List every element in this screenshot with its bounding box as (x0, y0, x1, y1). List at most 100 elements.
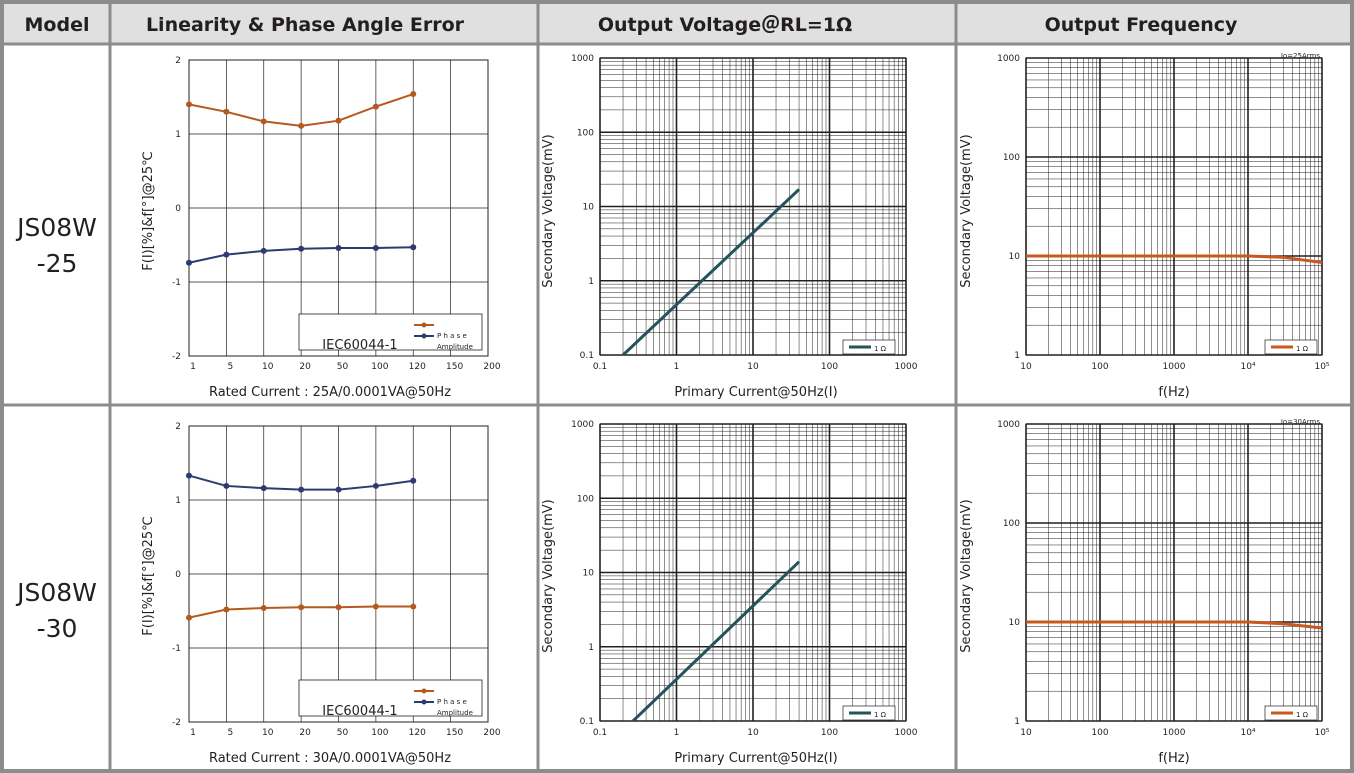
x-tick-label: 150 (446, 362, 463, 372)
data-point (186, 614, 192, 621)
y-tick-label: -1 (172, 278, 181, 288)
plot-frame (188, 425, 489, 723)
plot-frame (188, 59, 489, 357)
data-point (260, 247, 267, 254)
y-tick-label: 100 (577, 494, 594, 504)
data-point (223, 482, 230, 489)
y-tick-label: 0 (175, 204, 181, 214)
x-tick-label: 5 (228, 728, 234, 738)
y-tick-label: 1000 (997, 54, 1020, 64)
x-tick-label: 10 (747, 728, 759, 738)
x-tick-label: 1 (674, 728, 680, 738)
x-tick-label: 20 (299, 728, 311, 738)
voltage-y-label: Secondary Voltage(mV) (541, 499, 556, 652)
y-tick-label: 10 (583, 569, 595, 579)
y-tick-label: 0.1 (580, 351, 594, 361)
y-tick-label: 1 (1014, 351, 1020, 361)
frequency-y-label: Secondary Voltage(mV) (959, 134, 974, 287)
data-point (372, 103, 379, 110)
data-point (410, 91, 417, 98)
legend-box (298, 313, 483, 351)
header-linearity: Linearity & Phase Angle Error (146, 14, 465, 36)
model-suffix: -30 (37, 614, 78, 643)
plot-frame (599, 423, 907, 722)
data-point (186, 101, 192, 108)
x-tick-label: 50 (337, 362, 349, 372)
y-tick-label: 2 (175, 56, 181, 66)
voltage-chart-row2: 0.1 1 10 100 1000 1000 100 10 1 0.1 (571, 420, 918, 738)
x-tick-label: 10⁵ (1314, 362, 1329, 372)
y-tick-label: 100 (1003, 153, 1020, 163)
standard-label: IEC60044-1 (322, 338, 397, 353)
data-point (372, 603, 379, 610)
voltage-x-label: Primary Current@50Hz(I) (674, 751, 837, 766)
x-tick-label: 1000 (895, 362, 918, 372)
series-line (622, 188, 801, 357)
data-point (260, 118, 267, 125)
plot-frame (599, 57, 907, 356)
y-tick-label: 1 (1014, 717, 1020, 727)
y-tick-label: 1 (588, 643, 594, 653)
x-tick-label: 10 (1020, 362, 1032, 372)
x-tick-label: 120 (409, 362, 426, 372)
x-tick-label: 1 (190, 728, 196, 738)
x-tick-label: 150 (446, 728, 463, 738)
x-tick-label: 100 (371, 728, 388, 738)
y-tick-label: 1000 (997, 420, 1020, 430)
voltage-legend-label: 1 Ω (874, 345, 887, 353)
x-tick-label: 10⁴ (1240, 362, 1255, 372)
frequency-x-label: f(Hz) (1158, 385, 1189, 400)
data-point (410, 477, 417, 484)
data-point (223, 108, 230, 115)
model-cell-row2: JS08W -30 (15, 578, 97, 643)
y-tick-label: -2 (172, 352, 181, 362)
data-point (410, 603, 417, 610)
series-line (1026, 620, 1323, 630)
model-suffix: -25 (37, 249, 78, 278)
data-point (260, 605, 267, 612)
data-point (298, 122, 305, 129)
data-point (186, 472, 192, 479)
y-tick-label: 10 (1009, 252, 1021, 262)
legend-box (298, 679, 483, 717)
data-point (372, 244, 379, 251)
y-tick-label: 0.1 (580, 717, 594, 727)
voltage-legend-label: 1 Ω (874, 711, 887, 719)
x-tick-label: 100 (371, 362, 388, 372)
data-point (335, 604, 342, 611)
data-point (372, 482, 379, 489)
linearity-y-label: F(I)[%]&f[°]@25℃ (141, 151, 156, 270)
data-point (298, 245, 305, 252)
y-tick-label: 100 (577, 128, 594, 138)
x-tick-label: 200 (483, 728, 500, 738)
x-tick-label: 1 (190, 362, 196, 372)
header-model: Model (25, 14, 90, 36)
x-tick-label: 200 (483, 362, 500, 372)
frequency-x-label: f(Hz) (1158, 751, 1189, 766)
x-tick-label: 120 (409, 728, 426, 738)
x-tick-label: 1000 (1163, 362, 1186, 372)
series-line (1026, 254, 1323, 264)
x-tick-label: 100 (821, 728, 838, 738)
frequency-legend-label: 1 Ω (1296, 345, 1309, 353)
data-point (298, 604, 305, 611)
x-tick-label: 100 (1091, 362, 1108, 372)
legend-swatch-marker (421, 333, 427, 339)
header-output-frequency: Output Frequency (1045, 14, 1238, 36)
legend-amplitude-label: Amplitude (437, 709, 473, 717)
y-tick-label: -2 (172, 718, 181, 728)
voltage-y-label: Secondary Voltage(mV) (541, 134, 556, 287)
current-annotation: Io=25Arms (1281, 52, 1320, 60)
y-tick-label: 10 (583, 203, 595, 213)
legend-phase-label: P h a s e (437, 332, 467, 340)
x-tick-label: 5 (228, 362, 234, 372)
x-tick-label: 1 (674, 362, 680, 372)
y-tick-label: -1 (172, 644, 181, 654)
y-tick-label: 100 (1003, 519, 1020, 529)
